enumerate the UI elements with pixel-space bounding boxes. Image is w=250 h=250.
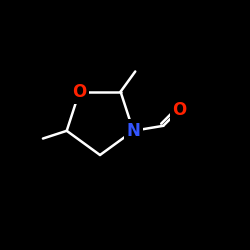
Text: O: O xyxy=(72,83,86,101)
Text: O: O xyxy=(172,100,187,118)
Text: N: N xyxy=(126,122,140,140)
